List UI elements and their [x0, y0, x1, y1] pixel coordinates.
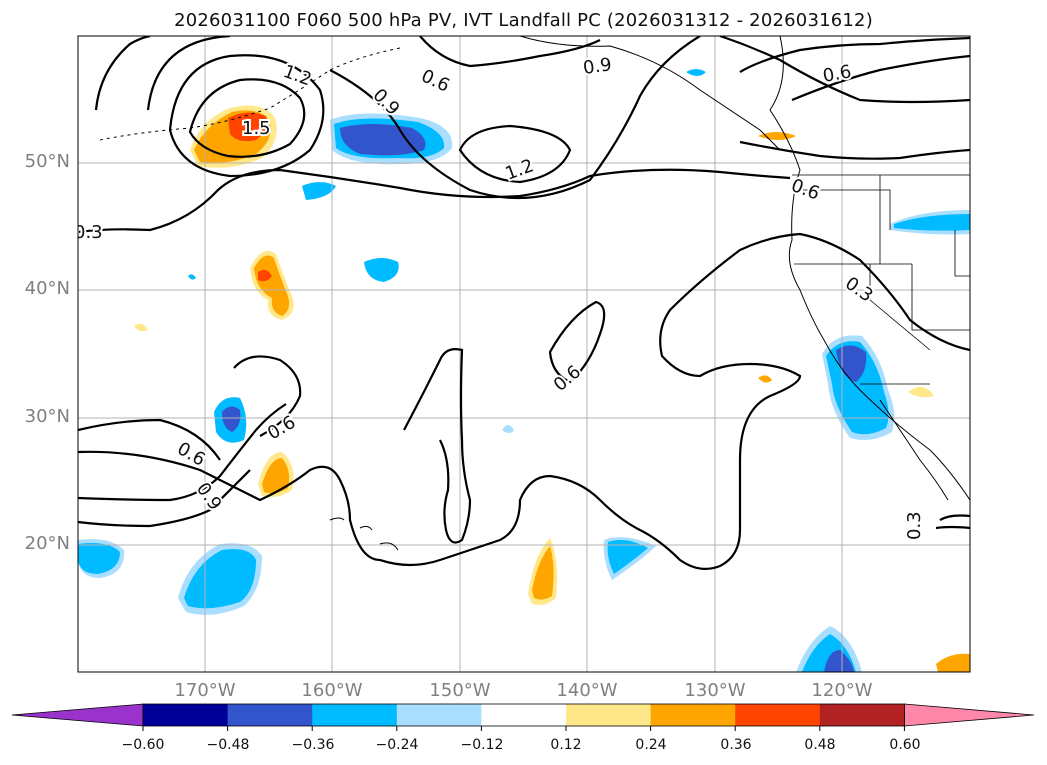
shade-neg-calif-strong	[836, 345, 867, 382]
lat-label: 20°N	[24, 533, 70, 554]
contour-0-3-nw	[78, 168, 791, 234]
lat-label: 30°N	[24, 406, 70, 427]
shade-neg-tiny	[188, 274, 196, 280]
colorbar-tick: 0.60	[889, 737, 921, 753]
shade-neg-small2	[502, 425, 514, 433]
gridlines	[78, 36, 970, 672]
baja-peninsula	[879, 399, 949, 501]
contour-0-6-north	[419, 36, 601, 68]
colorbar-tick: −0.60	[121, 737, 165, 753]
lon-label: 160°W	[301, 680, 363, 701]
border-wa-or	[800, 189, 891, 230]
colorbar-tick: 0.24	[635, 737, 667, 753]
figure-title: 2026031100 F060 500 hPa PV, IVT Landfall…	[174, 10, 873, 31]
shade-neg-gulf-strong	[340, 124, 426, 156]
contour-1-5-ring	[188, 78, 306, 158]
shade-pos-27n-mid	[262, 458, 290, 494]
shade-neg-small3	[686, 69, 706, 76]
coastline-west-na	[769, 36, 970, 501]
contour-0-6-big	[78, 232, 970, 571]
contour-0-9-west	[78, 403, 287, 502]
contour-0-6-west	[78, 418, 221, 461]
contour-0-9-ne	[719, 36, 970, 104]
shade-neg-s-strong	[824, 650, 854, 672]
contour-1-2-gulf	[458, 124, 572, 184]
contour-lines	[78, 36, 970, 571]
shade-pos-se	[936, 653, 970, 672]
shade-neg-sw2-mid	[184, 549, 256, 609]
colorbar-tick: −0.24	[375, 737, 419, 753]
shade-neg-sw1-mid	[78, 543, 120, 574]
coastline-alaska	[519, 36, 781, 151]
shade-neg-19n-mid	[607, 540, 648, 574]
lon-label: 140°W	[556, 680, 618, 701]
colorbar-tick: −0.12	[460, 737, 504, 753]
contour-0-6-ne2	[791, 54, 970, 102]
aleutian-chain	[99, 47, 401, 141]
contour-0-6-ne	[739, 36, 970, 73]
contour-0-9-lower	[78, 469, 251, 528]
state-borders	[792, 174, 970, 385]
shade-pos-40n-strong	[258, 269, 272, 282]
shade-pos-aleutian-strong	[228, 112, 267, 142]
lon-label: 170°W	[174, 680, 236, 701]
shade-neg-30n-strong	[222, 406, 241, 432]
shade-pos-17n-mid	[532, 546, 554, 600]
lat-label: 50°N	[24, 151, 70, 172]
contour-0-3-se	[935, 514, 970, 530]
contour-label: 0.9	[582, 54, 613, 79]
hawaii-islands	[329, 517, 399, 551]
shade-pos-small3	[134, 323, 148, 332]
contour-0-6-mid	[403, 348, 472, 544]
colorbar-tick: −0.36	[291, 737, 335, 753]
lon-label: 130°W	[684, 680, 746, 701]
colorbar-tick: 0.36	[720, 737, 752, 753]
contour-label: 0.3	[904, 511, 925, 540]
contour-label: 0.3	[74, 222, 103, 243]
contour-0-9-north	[94, 36, 151, 111]
colorbar-tick: 0.48	[804, 737, 836, 753]
colorbar-tick: −0.48	[206, 737, 250, 753]
contour-0-9-ring	[146, 36, 701, 200]
contour-1-2-ring	[168, 54, 325, 178]
contour-0-6-loop	[233, 355, 302, 437]
lon-label: 120°W	[811, 680, 873, 701]
border-ca-nv-diag	[869, 264, 931, 351]
lat-label: 40°N	[24, 278, 70, 299]
contour-label: 1.5	[242, 118, 271, 139]
contour-label: 0.6	[821, 61, 853, 87]
shade-pos-small1	[758, 375, 772, 383]
border-nv	[911, 264, 970, 331]
shade-neg-small1	[302, 182, 336, 200]
map-frame	[77, 35, 971, 673]
contour-0-6-island	[548, 300, 606, 384]
shade-neg-42n	[364, 258, 399, 282]
contour-0-6-ne3	[739, 140, 970, 160]
lon-label: 150°W	[429, 680, 491, 701]
colorbar-tick: 0.12	[550, 737, 582, 753]
shade-neg-nw-coast-mid	[894, 214, 970, 231]
coastlines	[99, 36, 970, 551]
border-east	[954, 230, 970, 277]
shade-pos-small2	[908, 386, 934, 398]
